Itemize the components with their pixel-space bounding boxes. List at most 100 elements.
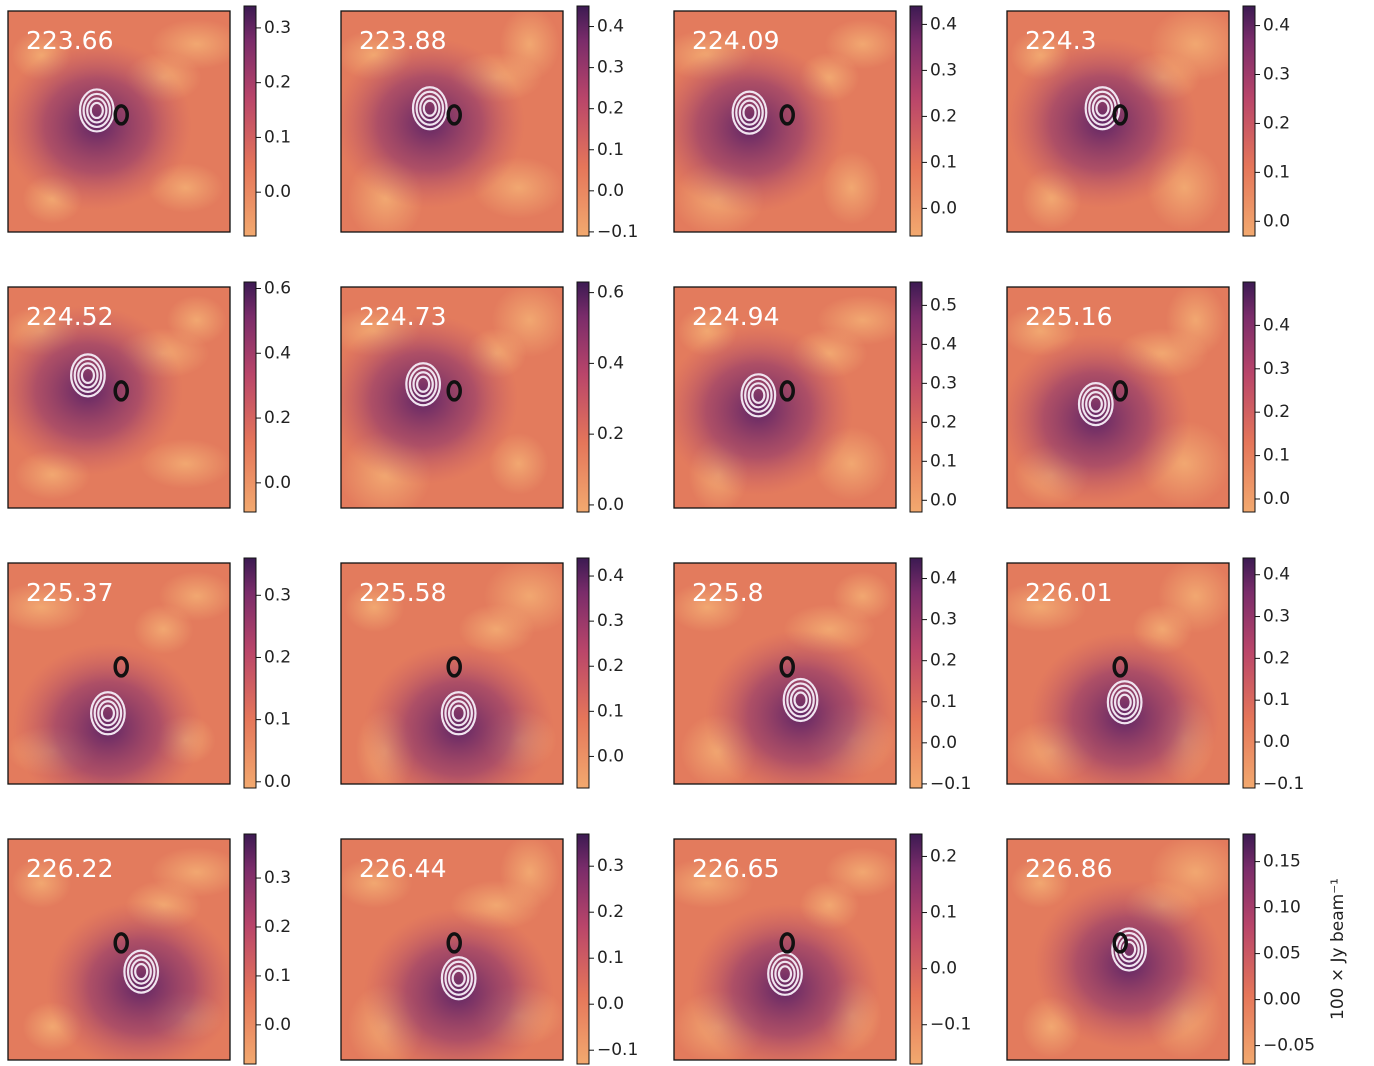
panel-title: 224.09 [692,26,779,55]
contour [751,386,766,404]
contour [774,960,796,987]
colorbar-tick-label: 0.2 [1263,402,1290,422]
contour [405,362,442,407]
panel-title: 226.01 [1025,578,1112,607]
contour [451,969,466,987]
ref-contour [1112,104,1128,126]
emission [674,325,854,496]
light-patch [139,438,230,489]
panel-title: 225.58 [359,578,446,607]
light-patch [133,604,194,655]
colorbar-tick-label: 0.1 [1263,162,1290,182]
colorbar-tick-label: 0.1 [264,127,291,147]
contour [1095,99,1110,117]
emission [8,40,192,211]
emission [1034,879,1225,1050]
emission [363,643,554,784]
ref-contour [446,932,462,954]
light-patch [674,582,746,633]
colorbar [909,557,923,789]
colorbar-tick-label: 0.0 [597,746,624,766]
colorbar [1242,833,1256,1065]
emission [674,42,845,213]
contour [422,99,437,117]
contour [786,682,815,718]
image [1007,287,1229,508]
contour [744,377,773,413]
colorbar-tick-label: 0.2 [930,412,957,432]
colorbar-tick-label: 0.3 [264,868,291,888]
panel-frame [7,562,231,785]
panel: 226.01 −0.1 0.0 0.1 0.2 0.3 0.4 [1006,557,1304,794]
colorbar-tick-label: 0.0 [597,181,624,201]
colorbar [576,557,590,789]
panel-frame [340,10,564,233]
image [674,563,896,784]
colorbar-tick-label: 0.3 [597,58,624,78]
ref-contour [779,104,795,126]
contour [740,373,777,418]
panel-title: 225.37 [26,578,113,607]
light-patch [674,858,754,909]
image [8,11,230,232]
light-patch [341,858,413,909]
contour [1118,936,1140,963]
panel-frame [7,838,231,1061]
panel: 226.44 −0.1 0.0 0.1 0.2 0.3 [340,833,638,1065]
contour [1113,689,1136,716]
colorbar-tick-label: 0.3 [1263,607,1290,627]
colorbar-tick-label: 0.15 [1263,852,1301,872]
ref-contour [113,932,129,954]
colorbar-tick-label: 0.3 [930,610,957,630]
image [341,11,563,232]
panel-frame [1006,10,1230,233]
panel-title: 223.88 [359,26,446,55]
light-patch [1007,582,1087,633]
colorbar-tick-label: 0.00 [1263,990,1301,1010]
contour [747,382,770,409]
panel-frame [340,562,564,785]
colorbar-tick-label: 0.0 [930,959,957,979]
contour [97,700,119,727]
panel-frame [7,286,231,509]
colorbar-tick-label: 0.4 [597,353,624,373]
emission [705,630,896,784]
colorbar-tick-label: 0.4 [1263,315,1290,335]
colorbar-tick-label: 0.1 [930,903,957,923]
colorbar-tick-label: 0.0 [264,473,291,493]
ref-contour [113,380,129,402]
emission [363,908,554,1060]
contour [100,704,116,722]
panel-title: 224.94 [692,302,779,331]
emission [12,643,203,784]
contour [777,965,793,983]
image [8,563,230,784]
colorbar-tick-label: 0.2 [1263,113,1290,133]
panel-title: 226.65 [692,854,779,883]
colorbar-label: 100 × Jy beam⁻¹ [1328,878,1348,1020]
colorbar-tick-label: −0.1 [597,1040,638,1060]
colorbar [909,281,923,513]
image [674,839,896,1060]
contour [78,88,115,133]
colorbar-tick-label: 0.3 [930,373,957,393]
contour [789,686,812,714]
light-patch [458,604,535,655]
panel-title: 225.8 [692,578,764,607]
image [341,563,563,784]
ref-contour [1112,380,1128,402]
colorbar [1242,281,1256,513]
colorbar-tick-label: 0.1 [1263,446,1290,466]
colorbar-tick-label: 0.6 [597,283,624,303]
emission [341,314,519,485]
colorbar-tick-label: 0.2 [597,99,624,119]
contour [415,90,445,126]
colorbar-tick-label: 0.4 [1263,565,1290,585]
image [8,839,230,1060]
light-patch [11,858,72,909]
panel-title: 224.3 [1025,26,1097,55]
panel-title: 226.22 [26,854,113,883]
panel-title: 224.52 [26,302,113,331]
panel-title: 226.86 [1025,854,1112,883]
